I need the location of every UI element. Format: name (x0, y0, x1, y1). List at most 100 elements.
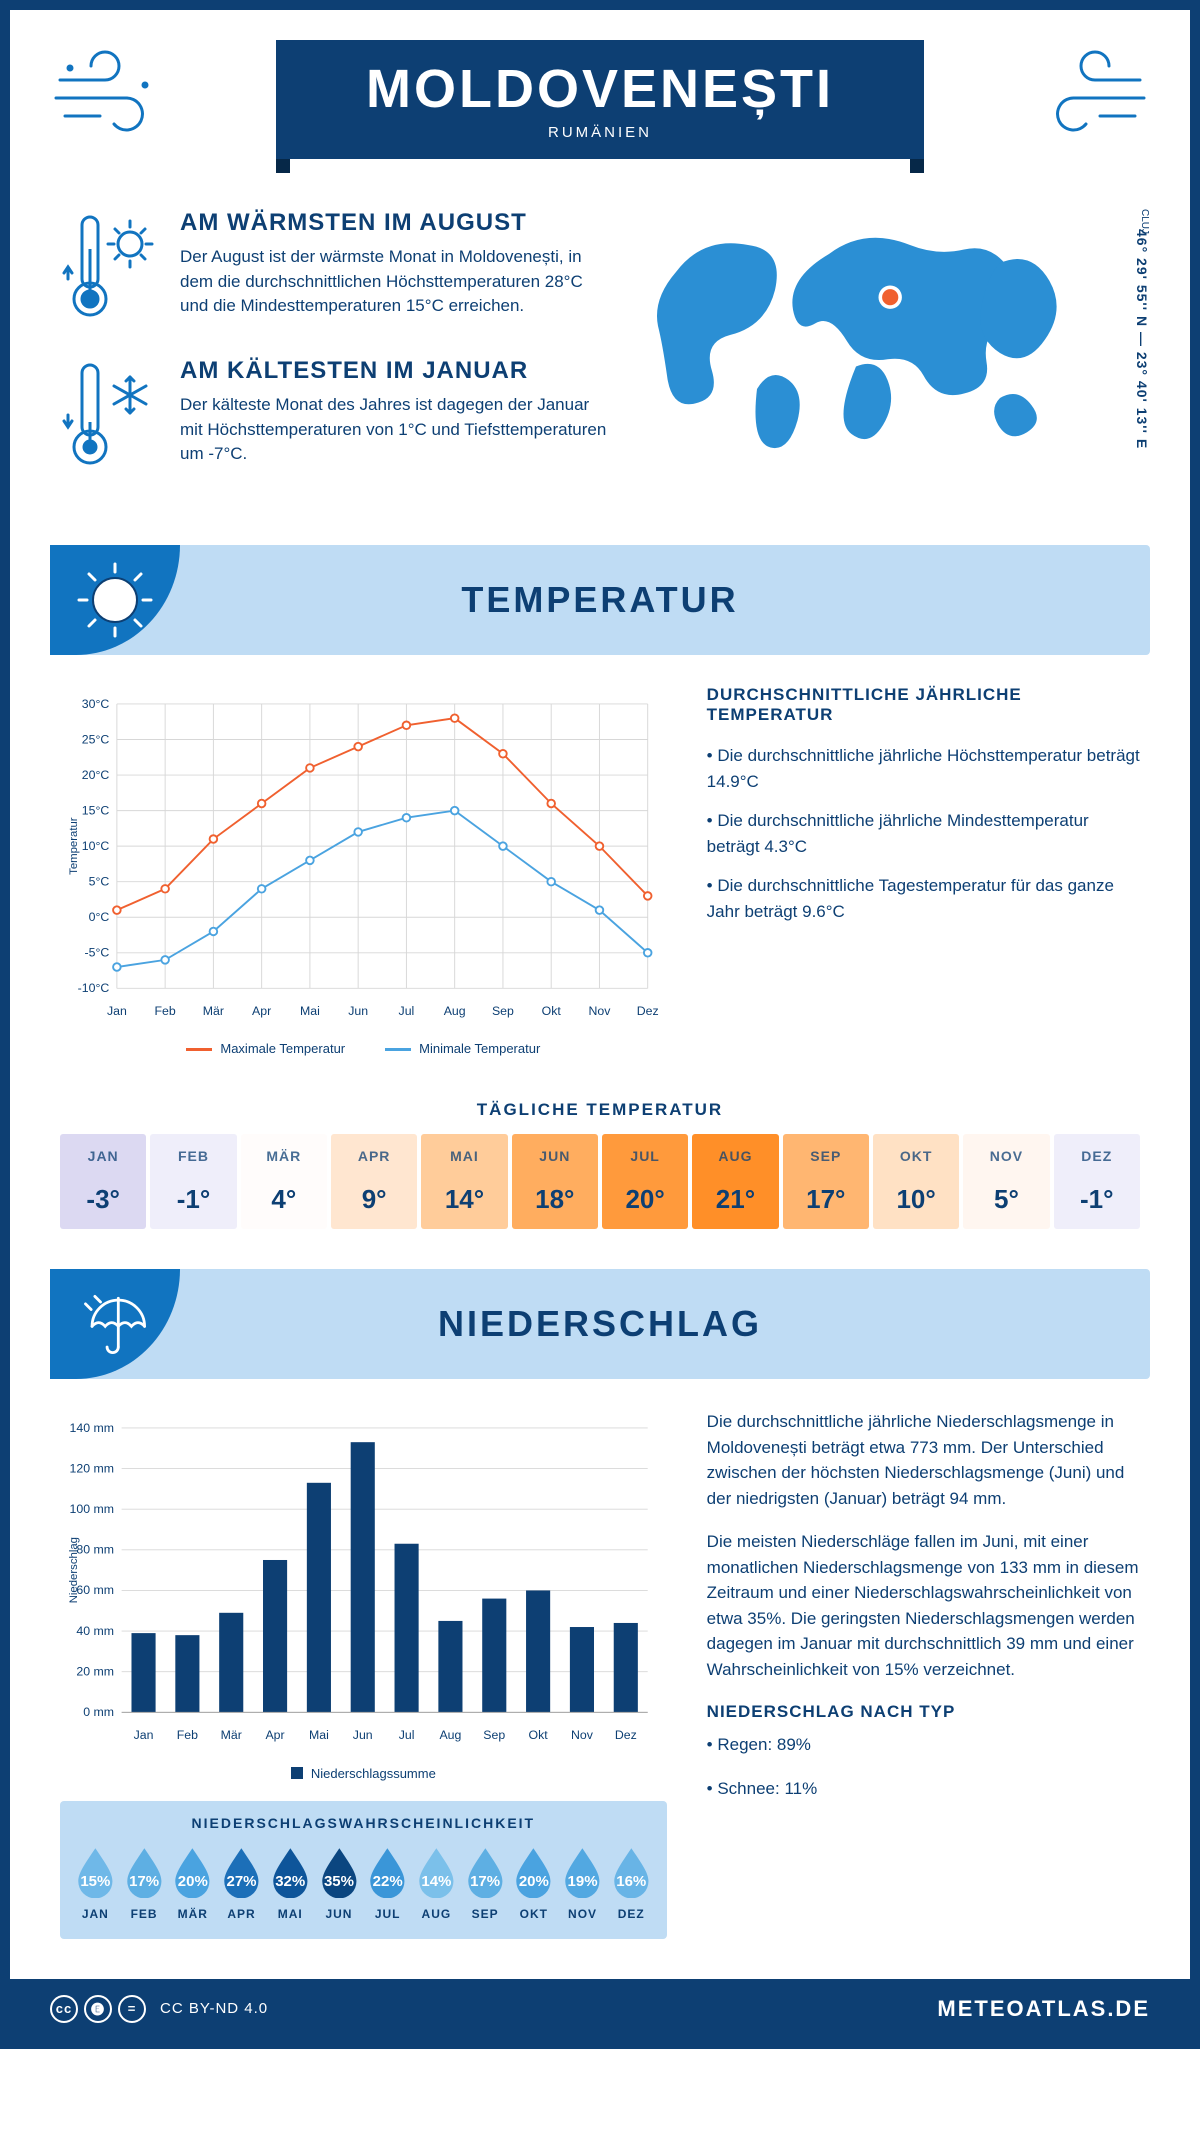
legend-min: Minimale Temperatur (385, 1041, 540, 1056)
svg-text:80 mm: 80 mm (76, 1543, 114, 1557)
world-map-icon (640, 209, 1090, 461)
svg-text:Apr: Apr (252, 1004, 271, 1018)
prob-drop: 15% JAN (74, 1845, 117, 1921)
svg-text:Mär: Mär (221, 1728, 242, 1742)
svg-text:40 mm: 40 mm (76, 1624, 114, 1638)
temp-info-p1: • Die durchschnittliche jährliche Höchst… (707, 743, 1140, 794)
prob-drop: 17% SEP (464, 1845, 507, 1921)
temp-content: -10°C-5°C0°C5°C10°C15°C20°C25°C30°CJanFe… (10, 655, 1190, 1076)
daily-cell: OKT10° (873, 1134, 959, 1229)
prob-box: NIEDERSCHLAGSWAHRSCHEINLICHKEIT 15% JAN … (60, 1801, 667, 1939)
temp-section-title: TEMPERATUR (461, 579, 738, 621)
svg-text:Jul: Jul (399, 1004, 415, 1018)
prob-drop: 20% MÄR (171, 1845, 214, 1921)
daily-cell: NOV5° (963, 1134, 1049, 1229)
svg-text:5°C: 5°C (89, 874, 110, 888)
svg-text:Temperatur: Temperatur (68, 817, 80, 875)
precip-section-header: NIEDERSCHLAG (50, 1269, 1150, 1379)
temp-section-header: TEMPERATUR (50, 545, 1150, 655)
temp-info: DURCHSCHNITTLICHE JÄHRLICHE TEMPERATUR •… (707, 685, 1140, 1056)
prob-drop: 17% FEB (123, 1845, 166, 1921)
svg-text:Dez: Dez (615, 1728, 637, 1742)
svg-text:Nov: Nov (589, 1004, 612, 1018)
page: MOLDOVENEȘTI RUMÄNIEN A (0, 0, 1200, 2049)
svg-text:Nov: Nov (571, 1728, 594, 1742)
by-icon: 🅔 (84, 1995, 112, 2023)
fact-cold-title: AM KÄLTESTEN IM JANUAR (180, 357, 610, 385)
prob-drop: 14% AUG (415, 1845, 458, 1921)
daily-cell: DEZ-1° (1054, 1134, 1140, 1229)
coordinates: 46° 29' 55'' N — 23° 40' 13'' E (1134, 229, 1150, 449)
thermometer-snow-icon (60, 357, 160, 477)
fact-coldest: AM KÄLTESTEN IM JANUAR Der kälteste Mona… (60, 357, 610, 477)
svg-text:Feb: Feb (177, 1728, 198, 1742)
svg-text:Mär: Mär (203, 1004, 224, 1018)
map-column: CLUJ 46° 29' 55'' N — 23° 40' 13'' E (640, 209, 1140, 505)
license-text: CC BY-ND 4.0 (160, 2000, 268, 2017)
precip-bar-chart: 0 mm20 mm40 mm60 mm80 mm100 mm120 mm140 … (60, 1409, 667, 1750)
svg-text:20°C: 20°C (82, 768, 110, 782)
page-title: MOLDOVENEȘTI (366, 58, 834, 120)
svg-text:Okt: Okt (529, 1728, 549, 1742)
prob-drop: 27% APR (220, 1845, 263, 1921)
intro-section: AM WÄRMSTEN IM AUGUST Der August ist der… (10, 179, 1190, 525)
svg-text:Sep: Sep (483, 1728, 505, 1742)
daily-cell: JUN18° (512, 1134, 598, 1229)
svg-text:10°C: 10°C (82, 839, 110, 853)
precip-left: 0 mm20 mm40 mm60 mm80 mm100 mm120 mm140 … (60, 1409, 667, 1939)
svg-text:30°C: 30°C (82, 697, 110, 711)
daily-cell: MAI14° (421, 1134, 507, 1229)
precip-type-title: NIEDERSCHLAG NACH TYP (707, 1702, 1140, 1722)
daily-cell: SEP17° (783, 1134, 869, 1229)
svg-text:Jun: Jun (348, 1004, 368, 1018)
svg-text:Apr: Apr (265, 1728, 284, 1742)
svg-text:Mai: Mai (300, 1004, 320, 1018)
precip-type2: • Schnee: 11% (707, 1776, 1140, 1802)
prob-drop: 20% OKT (512, 1845, 555, 1921)
wind-icon (1020, 50, 1150, 140)
svg-text:25°C: 25°C (82, 732, 110, 746)
temp-info-p2: • Die durchschnittliche jährliche Mindes… (707, 808, 1140, 859)
footer-license: cc 🅔 = CC BY-ND 4.0 (50, 1995, 268, 2023)
daily-cell: APR9° (331, 1134, 417, 1229)
fact-warm-title: AM WÄRMSTEN IM AUGUST (180, 209, 610, 237)
facts-column: AM WÄRMSTEN IM AUGUST Der August ist der… (60, 209, 610, 505)
cc-icons: cc 🅔 = (50, 1995, 146, 2023)
temp-line-chart: -10°C-5°C0°C5°C10°C15°C20°C25°C30°CJanFe… (60, 685, 667, 1056)
temp-legend: Maximale Temperatur Minimale Temperatur (60, 1041, 667, 1056)
svg-text:0 mm: 0 mm (83, 1705, 114, 1719)
svg-text:120 mm: 120 mm (70, 1462, 114, 1476)
prob-drop: 22% JUL (366, 1845, 409, 1921)
daily-cell: AUG21° (692, 1134, 778, 1229)
svg-text:Feb: Feb (155, 1004, 176, 1018)
footer: cc 🅔 = CC BY-ND 4.0 METEOATLAS.DE (10, 1979, 1190, 2039)
svg-text:Jan: Jan (107, 1004, 127, 1018)
fact-warmest: AM WÄRMSTEN IM AUGUST Der August ist der… (60, 209, 610, 329)
prob-drop: 16% DEZ (610, 1845, 653, 1921)
fact-cold-text: Der kälteste Monat des Jahres ist dagege… (180, 393, 610, 467)
legend-max: Maximale Temperatur (186, 1041, 345, 1056)
svg-text:Dez: Dez (637, 1004, 659, 1018)
precip-info: Die durchschnittliche jährliche Niedersc… (707, 1409, 1140, 1939)
daily-cell: MÄR4° (241, 1134, 327, 1229)
thermometer-sun-icon (60, 209, 160, 329)
precip-p2: Die meisten Niederschläge fallen im Juni… (707, 1529, 1140, 1682)
prob-drop: 35% JUN (318, 1845, 361, 1921)
svg-text:-10°C: -10°C (78, 981, 110, 995)
precip-p1: Die durchschnittliche jährliche Niedersc… (707, 1409, 1140, 1511)
svg-text:-5°C: -5°C (85, 946, 110, 960)
svg-text:Aug: Aug (444, 1004, 466, 1018)
footer-site: METEOATLAS.DE (937, 1996, 1150, 2022)
precip-section-title: NIEDERSCHLAG (438, 1303, 762, 1345)
sun-icon (50, 545, 180, 655)
svg-text:Niederschlag: Niederschlag (68, 1537, 80, 1603)
svg-text:Mai: Mai (309, 1728, 329, 1742)
svg-text:0°C: 0°C (89, 910, 110, 924)
header: MOLDOVENEȘTI RUMÄNIEN (10, 10, 1190, 179)
umbrella-icon (50, 1269, 180, 1379)
svg-text:Aug: Aug (439, 1728, 461, 1742)
svg-text:140 mm: 140 mm (70, 1421, 114, 1435)
title-banner: MOLDOVENEȘTI RUMÄNIEN (276, 40, 924, 159)
daily-cell: JAN-3° (60, 1134, 146, 1229)
prob-drop: 32% MAI (269, 1845, 312, 1921)
